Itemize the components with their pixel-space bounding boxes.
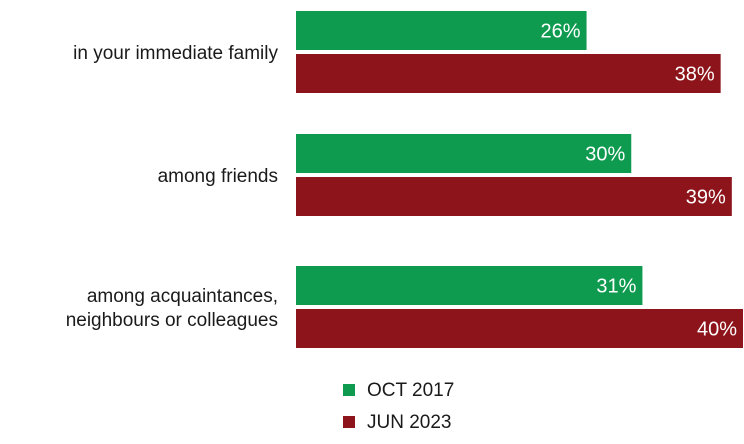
bar-oct-2017-2 bbox=[296, 266, 643, 305]
category-labels-group: in your immediate family among friends amo… bbox=[66, 43, 279, 331]
data-label-jun-2023-1: 39% bbox=[686, 187, 726, 209]
legend: OCT 2017 JUN 2023 bbox=[343, 380, 454, 433]
data-label-oct-2017-1: 30% bbox=[585, 144, 625, 166]
data-label-oct-2017-2: 31% bbox=[596, 276, 636, 298]
bar-oct-2017-1 bbox=[296, 134, 632, 173]
bars-group: 26% 38% 30% 39% 31% 40% bbox=[296, 11, 743, 348]
legend-swatch-1 bbox=[343, 416, 355, 428]
data-label-jun-2023-2: 40% bbox=[697, 319, 737, 341]
category-label-0: in your immediate family bbox=[73, 43, 278, 64]
data-label-oct-2017-0: 26% bbox=[541, 21, 581, 43]
bar-jun-2023-1 bbox=[296, 177, 732, 216]
legend-label-0: OCT 2017 bbox=[367, 380, 454, 401]
bar-jun-2023-2 bbox=[296, 309, 743, 348]
bar-oct-2017-0 bbox=[296, 11, 587, 50]
category-label-1: among friends bbox=[158, 166, 278, 187]
legend-swatch-0 bbox=[343, 384, 355, 396]
data-label-jun-2023-0: 38% bbox=[675, 64, 715, 86]
legend-label-1: JUN 2023 bbox=[367, 412, 452, 433]
category-label-2: among acquaintances, neighbours or collea… bbox=[66, 286, 278, 331]
bar-jun-2023-0 bbox=[296, 54, 721, 93]
